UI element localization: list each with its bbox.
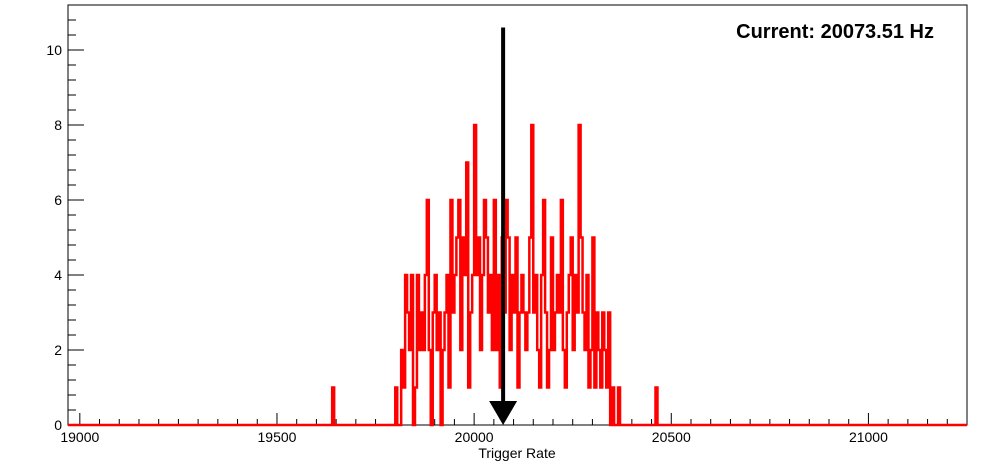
y-tick-label: 2	[54, 342, 62, 358]
x-tick-label: 21000	[849, 429, 888, 445]
x-tick-label: 20500	[652, 429, 691, 445]
y-tick-label: 4	[54, 267, 62, 283]
x-tick-label: 19500	[258, 429, 297, 445]
y-tick-label: 8	[54, 117, 62, 133]
histogram-line	[68, 123, 967, 427]
histogram-series	[68, 123, 967, 427]
x-axis: 19000 19500 20000 20500 21000	[60, 413, 968, 445]
y-tick-label: 6	[54, 192, 62, 208]
x-tick-label: 20000	[455, 429, 494, 445]
current-value-arrow	[489, 27, 518, 425]
x-tick-label: 19000	[60, 429, 99, 445]
y-tick-label: 10	[46, 42, 62, 58]
y-axis: 0 2 4 6 8 10	[46, 4, 84, 433]
arrow-head	[489, 401, 518, 425]
x-axis-title: Trigger Rate	[478, 445, 556, 461]
y-tick-label: 0	[54, 417, 62, 433]
current-rate-label: Current: 20073.51 Hz	[736, 21, 934, 43]
